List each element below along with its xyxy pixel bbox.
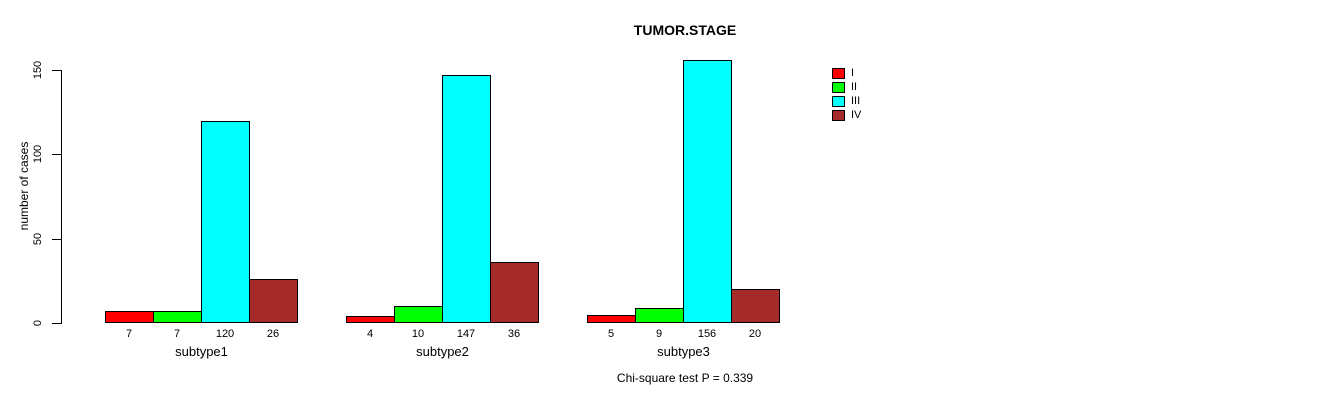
bar-value-label: 5 [607, 328, 615, 340]
bar-value-label: 10 [411, 328, 425, 340]
legend: I II III IV [832, 68, 912, 132]
legend-label: IV [851, 109, 862, 121]
bar [490, 262, 539, 323]
y-axis-tick-label: 100 [32, 145, 44, 164]
y-axis-tick [52, 70, 61, 71]
legend-swatch [832, 96, 845, 107]
bar [731, 289, 780, 323]
y-axis-title: number of cases [17, 141, 31, 231]
y-axis-tick [52, 238, 61, 240]
category-label: subtype3 [657, 344, 710, 359]
bar-value-label: 20 [748, 328, 762, 340]
bar [249, 279, 298, 323]
bar-value-label: 147 [456, 328, 476, 340]
bar [635, 307, 684, 323]
bar [394, 306, 443, 323]
y-axis-tick-label: 150 [32, 60, 44, 80]
legend-swatch [832, 82, 845, 93]
y-axis-tick [52, 323, 61, 324]
bar [346, 316, 395, 323]
bar [442, 75, 491, 323]
legend-label: III [851, 95, 861, 107]
bar [105, 311, 154, 323]
y-axis-tick-label: 50 [32, 232, 44, 245]
y-axis-tick-label: 0 [32, 319, 44, 327]
bar-value-label: 7 [125, 328, 133, 340]
category-label: subtype2 [416, 344, 469, 359]
bar-value-label: 36 [507, 328, 521, 340]
bar-value-label: 7 [173, 328, 181, 340]
y-axis-tick [52, 154, 61, 156]
bar-value-label: 4 [366, 328, 374, 340]
legend-label: I [851, 67, 855, 79]
legend-swatch [832, 68, 845, 79]
bar [153, 311, 202, 323]
bar-value-label: 9 [655, 328, 663, 340]
chi-square-annotation: Chi-square test P = 0.339 [616, 371, 754, 385]
bar-value-label: 26 [266, 328, 280, 340]
legend-label: II [851, 81, 858, 93]
category-label: subtype1 [175, 344, 228, 359]
bar [587, 314, 636, 323]
bar-value-label: 156 [697, 328, 717, 340]
chart-title: TUMOR.STAGE [633, 22, 737, 38]
bar [201, 120, 250, 323]
bar [683, 59, 732, 323]
bar-value-label: 120 [215, 328, 235, 340]
y-axis-line [61, 70, 62, 324]
legend-swatch [832, 110, 845, 121]
